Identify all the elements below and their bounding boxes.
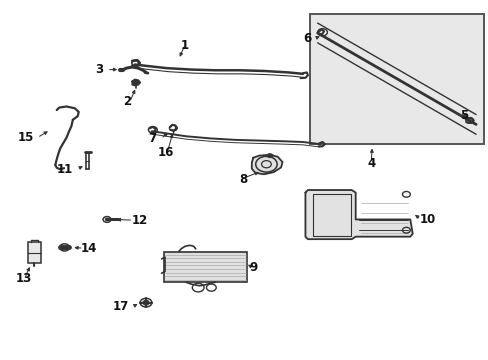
Text: 13: 13 (16, 272, 32, 285)
Text: 5: 5 (460, 109, 468, 122)
Text: 8: 8 (239, 173, 247, 186)
Text: 6: 6 (303, 32, 311, 45)
Bar (310, 14, 484, 144)
Text: 15: 15 (18, 131, 34, 144)
Text: 7: 7 (148, 132, 157, 145)
Circle shape (105, 219, 108, 221)
Text: 10: 10 (419, 213, 435, 226)
Text: 16: 16 (157, 145, 173, 158)
Polygon shape (251, 155, 282, 174)
Text: 2: 2 (123, 95, 131, 108)
Circle shape (143, 301, 149, 305)
Text: 11: 11 (57, 163, 73, 176)
Text: 4: 4 (366, 157, 375, 170)
Text: 12: 12 (131, 214, 147, 227)
Circle shape (133, 80, 139, 85)
Bar (27, 242, 41, 263)
Text: 17: 17 (112, 300, 128, 313)
Text: 14: 14 (81, 242, 97, 255)
Text: 9: 9 (249, 261, 257, 274)
Text: 1: 1 (181, 39, 189, 52)
Polygon shape (305, 190, 412, 239)
Circle shape (267, 154, 272, 157)
Text: 3: 3 (95, 63, 103, 76)
Bar (163, 252, 246, 282)
